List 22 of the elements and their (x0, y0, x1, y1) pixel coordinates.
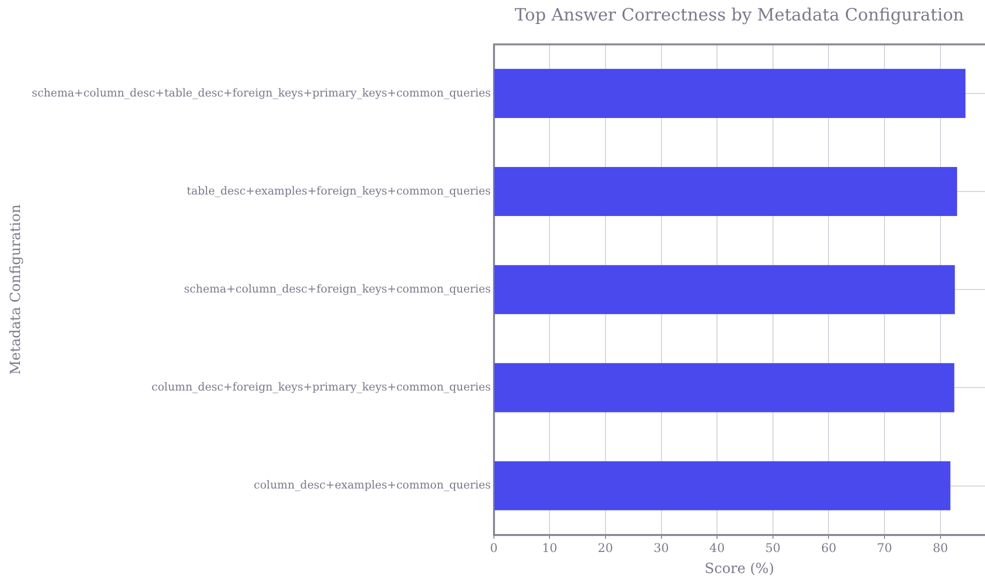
y-tick-label: column_desc+foreign_keys+primary_keys+common_queries (152, 380, 492, 394)
y-tick-label: table_desc+examples+foreign_keys+common_queries (186, 184, 492, 198)
x-tick-label: 0 (490, 541, 498, 556)
bar (494, 68, 966, 118)
x-tick-label: 10 (542, 541, 558, 556)
x-tick-label: 60 (821, 541, 836, 556)
y-tick-label: schema+column_desc+table_desc+foreign_keys+primary_keys+common_queries (32, 86, 492, 100)
x-tick-label: 20 (598, 541, 614, 556)
y-axis-title: Metadata Configuration (8, 204, 24, 375)
x-tick-label: 40 (709, 541, 725, 556)
bar (494, 265, 955, 314)
y-tick-label: column_desc+examples+common_queries (254, 478, 492, 492)
bar (494, 461, 950, 510)
bar (494, 363, 954, 412)
chart-title: Top Answer Correctness by Metadata Configuration (514, 6, 964, 26)
x-tick-label: 50 (765, 541, 781, 556)
x-tick-label: 70 (876, 541, 892, 556)
x-axis-title: Score (%) (704, 561, 774, 578)
x-tick-label: 30 (654, 541, 669, 556)
bar (494, 167, 958, 216)
y-tick-label: schema+column_desc+foreign_keys+common_queries (184, 282, 492, 296)
x-tick-label: 80 (932, 541, 948, 556)
